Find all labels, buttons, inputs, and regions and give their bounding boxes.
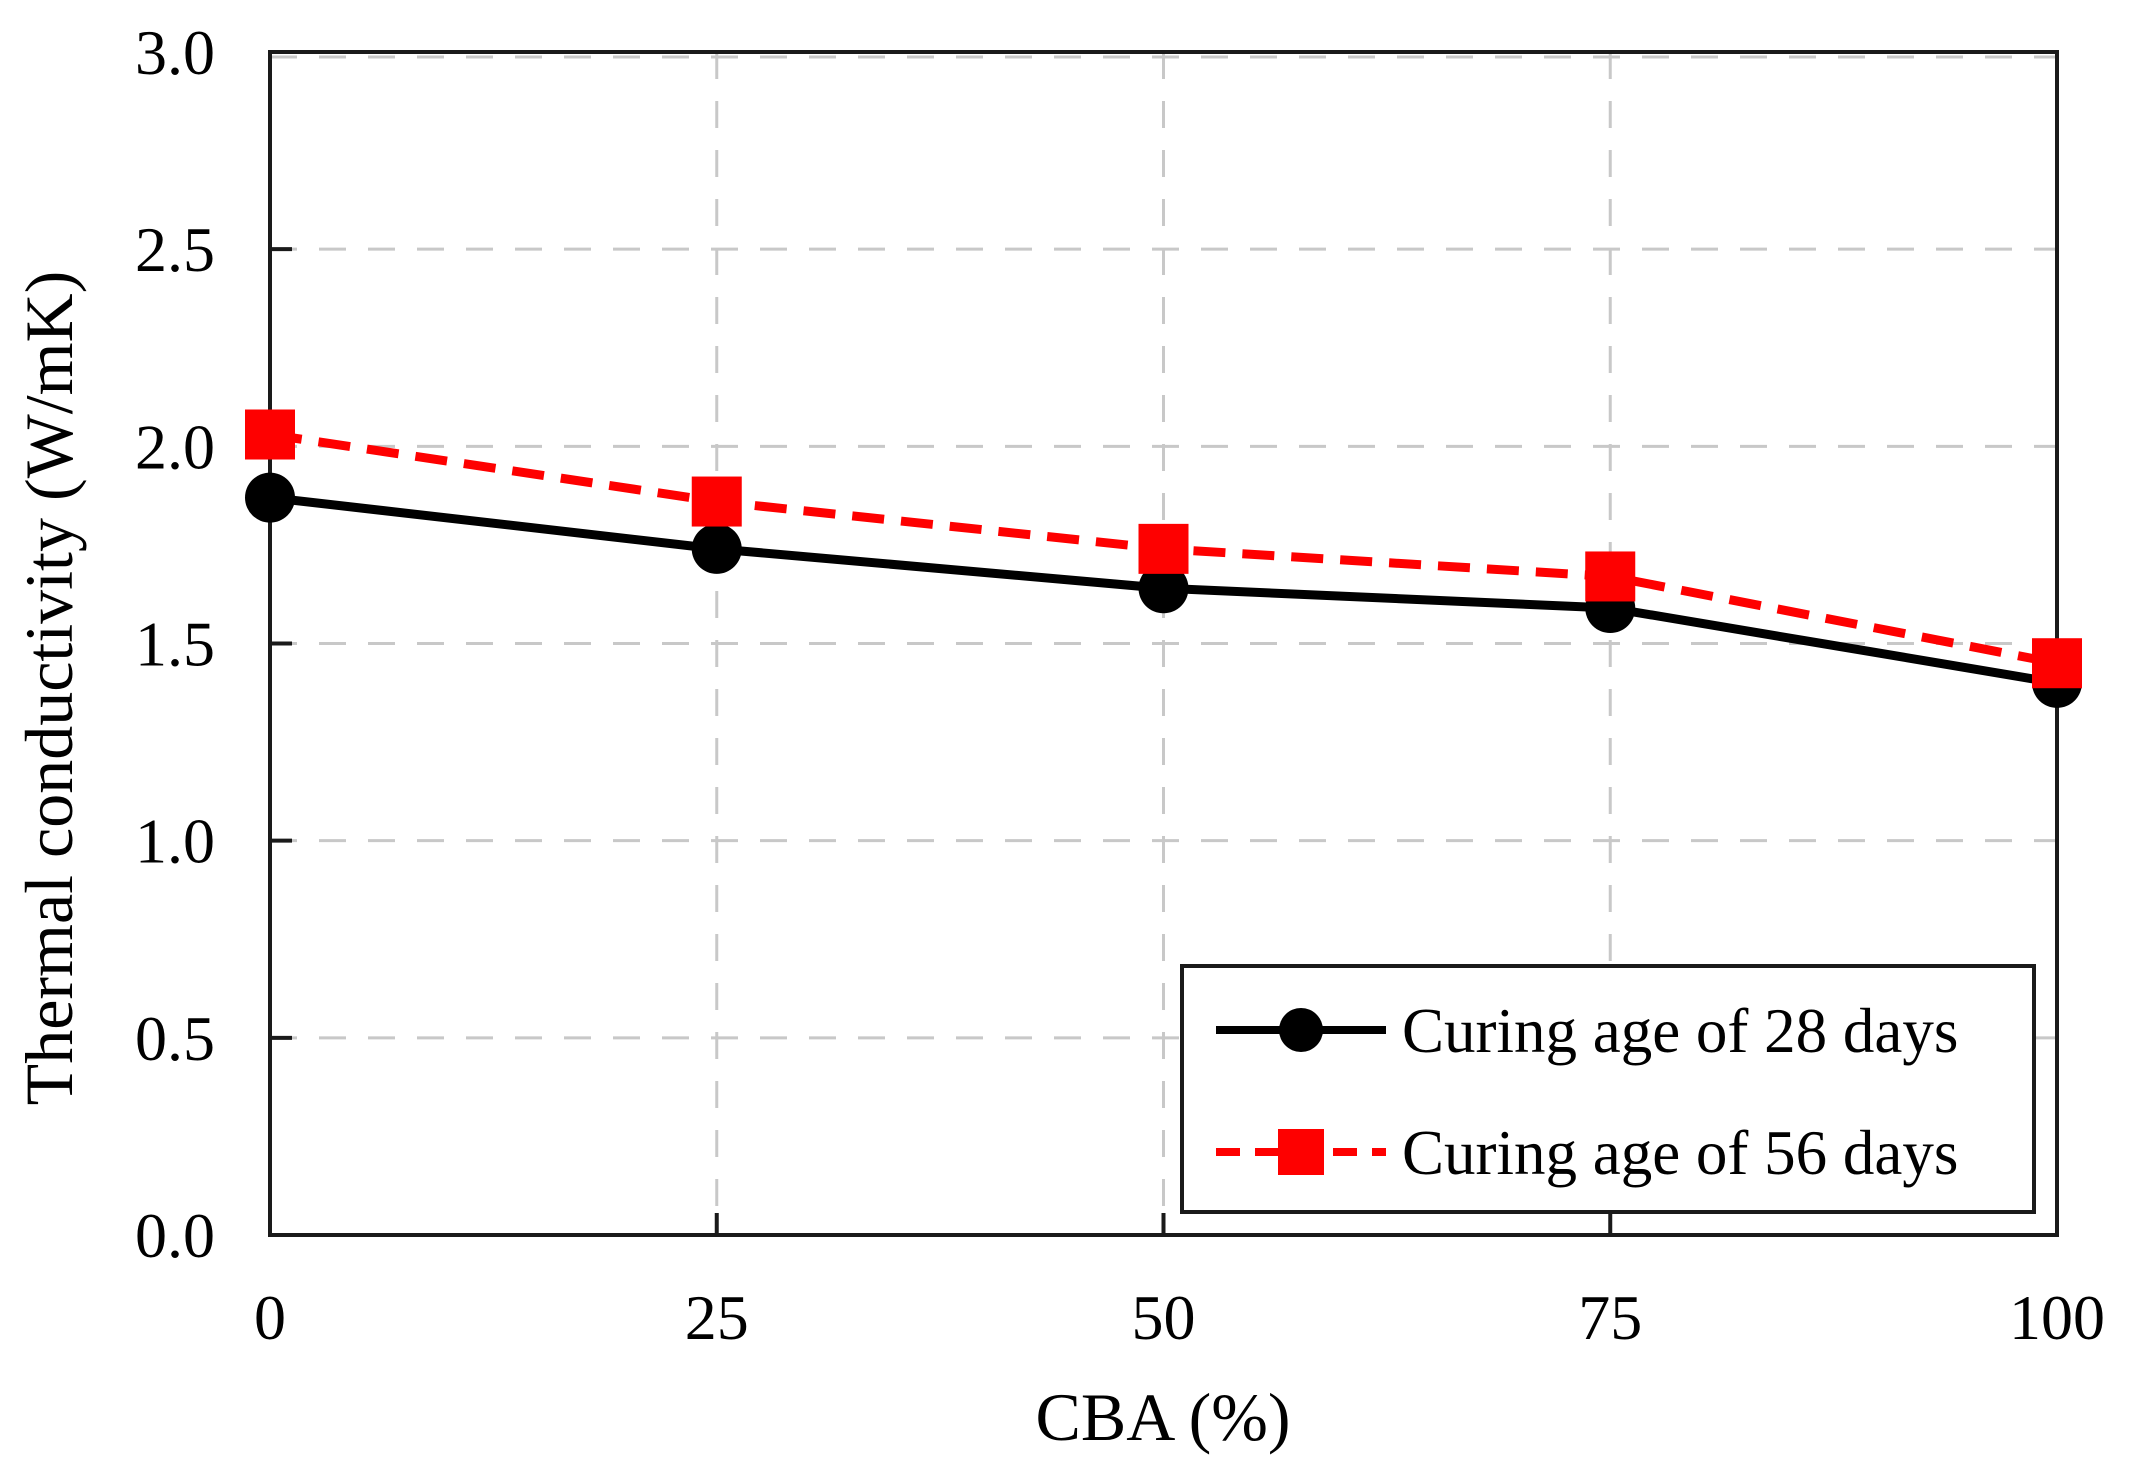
x-tick-label: 75 — [1578, 1282, 1642, 1353]
legend-marker-square — [1278, 1129, 1324, 1175]
data-series-layer — [245, 409, 2082, 708]
y-tick-label: 2.0 — [135, 411, 215, 482]
marker-square — [691, 476, 742, 527]
y-tick-label: 3.0 — [135, 17, 215, 88]
gridlines-layer — [270, 52, 2057, 1235]
legend-marker-circle — [1279, 1008, 1323, 1052]
tick-labels-layer: 0.0 0.5 1.0 1.5 2.0 2.5 3.0 0 25 50 75 100 — [135, 17, 2105, 1353]
legend-label: Curing age of 56 days — [1402, 1118, 1958, 1188]
marker-square — [245, 409, 295, 460]
marker-square — [1138, 523, 1189, 574]
x-tick-label: 50 — [1132, 1282, 1196, 1353]
marker-circle — [1138, 563, 1189, 614]
x-tick-label: 25 — [685, 1282, 749, 1353]
y-tick-label: 1.5 — [135, 609, 215, 680]
marker-circle — [245, 472, 295, 523]
x-axis-title: CBA (%) — [1036, 1379, 1291, 1455]
y-axis-title: Thermal conductivity (W/mK) — [11, 271, 87, 1106]
x-tick-label: 0 — [254, 1282, 286, 1353]
marker-square — [2032, 638, 2082, 689]
marker-square — [1585, 551, 1636, 602]
y-tick-label: 0.0 — [135, 1200, 215, 1271]
y-tick-label: 0.5 — [135, 1003, 215, 1074]
y-tick-label: 2.5 — [135, 214, 215, 285]
y-tick-label: 1.0 — [135, 806, 215, 877]
x-tick-label: 100 — [2009, 1282, 2105, 1353]
legend-label: Curing age of 28 days — [1402, 996, 1958, 1066]
legend: Curing age of 28 days Curing age of 56 da… — [1180, 964, 2036, 1214]
marker-circle — [691, 523, 742, 574]
